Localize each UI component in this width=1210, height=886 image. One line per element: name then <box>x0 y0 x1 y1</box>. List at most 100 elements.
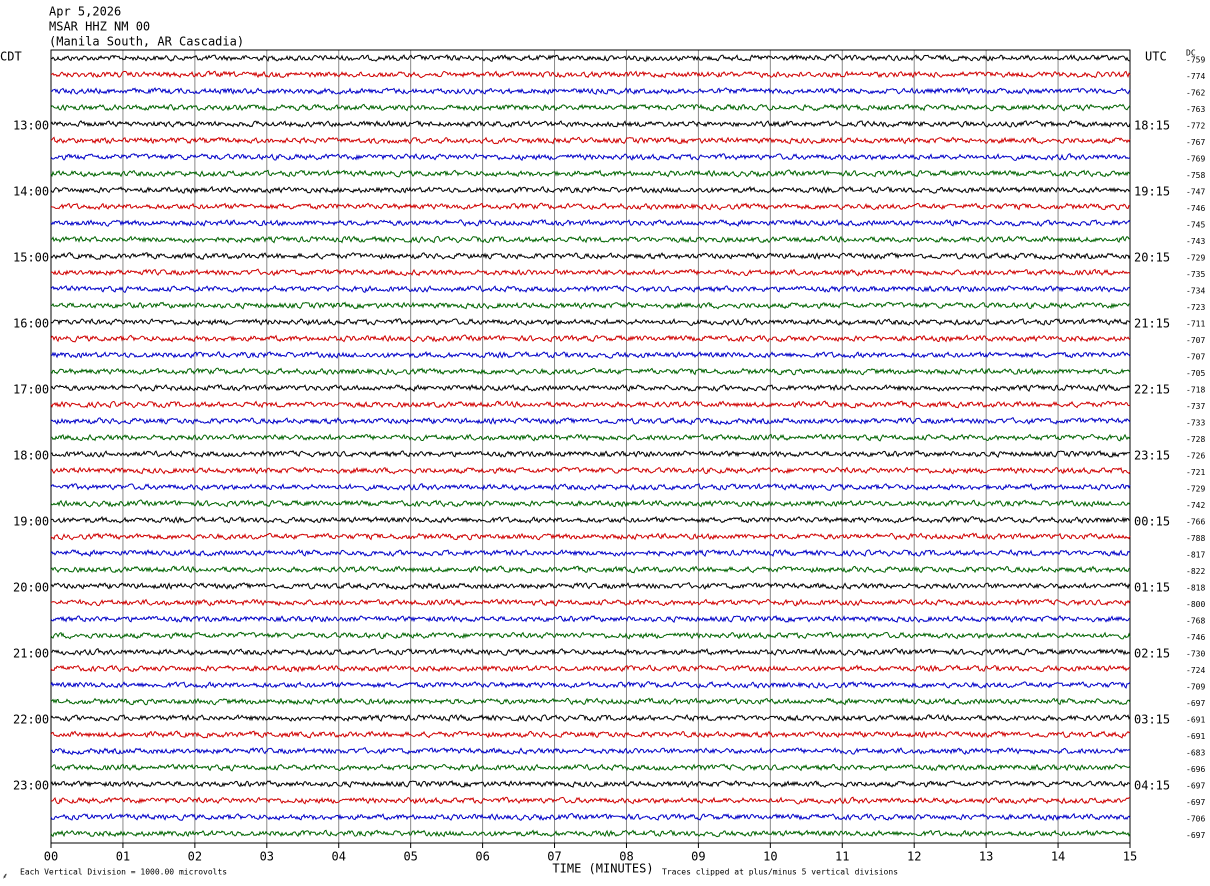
dc-offset: -788 <box>1186 534 1205 543</box>
dc-offset: -728 <box>1186 435 1205 444</box>
dc-offset: -696 <box>1186 765 1205 774</box>
dc-offset: -691 <box>1186 732 1205 741</box>
trace <box>50 615 1131 623</box>
trace <box>50 87 1131 96</box>
right-time-label: 23:15 <box>1134 449 1170 463</box>
trace <box>50 218 1131 227</box>
trace <box>50 202 1131 211</box>
left-time-label: 17:00 <box>13 383 49 397</box>
plot-frame <box>50 49 1131 844</box>
dc-offset: -745 <box>1186 221 1205 230</box>
x-tick-label: 07 <box>547 850 561 864</box>
dc-offset: -768 <box>1186 617 1205 626</box>
dc-offset: -706 <box>1186 815 1205 824</box>
right-time-label: 00:15 <box>1134 515 1170 529</box>
dc-offset: -763 <box>1186 105 1205 114</box>
trace <box>50 235 1131 244</box>
dc-offset: -697 <box>1186 782 1205 791</box>
x-tick-label: 01 <box>116 850 130 864</box>
trace <box>50 730 1131 739</box>
trace <box>50 647 1131 657</box>
trace <box>50 763 1131 772</box>
trace <box>50 697 1131 706</box>
dc-offset: -767 <box>1186 138 1205 147</box>
trace <box>50 631 1131 640</box>
left-time-label: 14:00 <box>13 185 49 199</box>
right-time-label: 22:15 <box>1134 383 1170 397</box>
dc-offset: -723 <box>1186 303 1205 312</box>
left-time-label: 22:00 <box>13 713 49 727</box>
left-time-label: 18:00 <box>13 449 49 463</box>
trace <box>50 532 1131 541</box>
right-time-label: 04:15 <box>1134 779 1170 793</box>
trace <box>50 153 1131 162</box>
dc-offset: -697 <box>1186 699 1205 708</box>
trace <box>50 549 1131 557</box>
dc-offset: -742 <box>1186 501 1205 510</box>
left-time-label: 20:00 <box>13 581 49 595</box>
trace <box>50 598 1131 607</box>
x-tick-label: 12 <box>907 850 921 864</box>
dc-offset: -729 <box>1186 485 1205 494</box>
left-time-label: 21:00 <box>13 647 49 661</box>
trace <box>50 169 1131 178</box>
trace <box>50 483 1131 492</box>
x-tick-label: 06 <box>475 850 489 864</box>
clip-note: Traces clipped at plus/minus 5 vertical … <box>662 868 898 877</box>
dc-offset: -743 <box>1186 237 1205 246</box>
dc-offset: -697 <box>1186 831 1205 840</box>
trace <box>50 713 1131 722</box>
dc-label: DC <box>1186 49 1196 58</box>
trace <box>50 433 1131 442</box>
dc-offset: -734 <box>1186 287 1205 296</box>
trace <box>50 54 1131 62</box>
dc-offset: -818 <box>1186 584 1205 593</box>
trace <box>50 565 1131 574</box>
left-time-label: 23:00 <box>13 779 49 793</box>
trace <box>50 367 1131 376</box>
right-time-label: 03:15 <box>1134 713 1170 727</box>
dc-offset: -758 <box>1186 171 1205 180</box>
scale-note: Each Vertical Division = 1000.00 microvo… <box>20 868 227 877</box>
dc-offset: -769 <box>1186 155 1205 164</box>
dc-offset: -697 <box>1186 798 1205 807</box>
x-tick-label: 08 <box>619 850 633 864</box>
dc-offset: -772 <box>1186 122 1205 131</box>
trace <box>50 747 1131 756</box>
dc-offset: -774 <box>1186 72 1205 81</box>
trace <box>50 466 1131 475</box>
dc-offset: -762 <box>1186 89 1205 98</box>
trace <box>50 301 1131 310</box>
right-time-label: 18:15 <box>1134 119 1170 133</box>
x-tick-label: 00 <box>44 850 58 864</box>
trace <box>50 318 1131 327</box>
trace <box>50 812 1131 822</box>
dc-offset: -718 <box>1186 386 1205 395</box>
right-axis-label: UTC <box>1145 50 1167 64</box>
dc-offset: -800 <box>1186 600 1205 609</box>
trace <box>50 185 1131 194</box>
x-tick-label: 11 <box>835 850 849 864</box>
trace <box>50 664 1131 673</box>
right-time-label: 19:15 <box>1134 185 1170 199</box>
trace <box>50 119 1131 128</box>
dc-offset: -730 <box>1186 650 1205 659</box>
x-tick-label: 14 <box>1051 850 1065 864</box>
right-time-label: 02:15 <box>1134 647 1170 661</box>
x-tick-label: 03 <box>260 850 274 864</box>
dc-offset: -747 <box>1186 188 1205 197</box>
trace <box>50 103 1131 112</box>
right-time-label: 21:15 <box>1134 317 1170 331</box>
x-tick-label: 13 <box>979 850 993 864</box>
dc-offset: -705 <box>1186 369 1205 378</box>
x-tick-label: 04 <box>332 850 346 864</box>
trace <box>50 334 1131 343</box>
station: MSAR HHZ NM 00 <box>49 20 150 34</box>
dc-offset: -709 <box>1186 683 1205 692</box>
trace <box>50 516 1131 524</box>
x-tick-label: 15 <box>1123 850 1137 864</box>
x-axis-label: TIME (MINUTES) <box>552 862 653 876</box>
x-tick-label: 09 <box>691 850 705 864</box>
